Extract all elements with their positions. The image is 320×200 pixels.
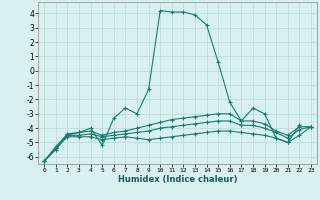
X-axis label: Humidex (Indice chaleur): Humidex (Indice chaleur) [118, 175, 237, 184]
